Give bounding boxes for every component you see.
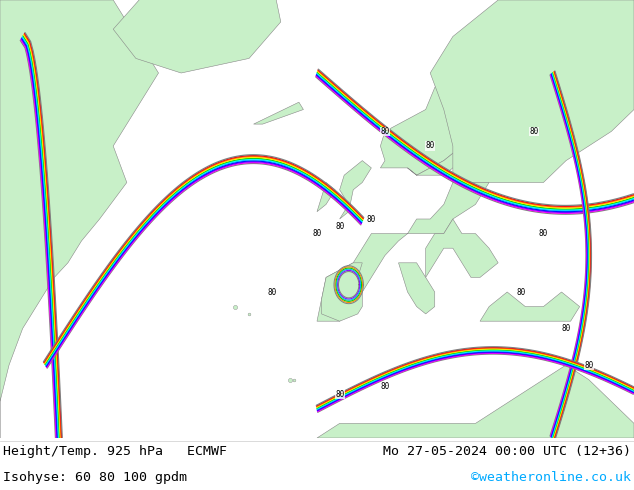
Polygon shape xyxy=(453,58,507,146)
Polygon shape xyxy=(254,102,304,124)
Text: Height/Temp. 925 hPa   ECMWF: Height/Temp. 925 hPa ECMWF xyxy=(3,444,227,458)
Polygon shape xyxy=(0,0,158,438)
Polygon shape xyxy=(408,58,507,175)
Polygon shape xyxy=(399,263,435,314)
Polygon shape xyxy=(113,0,281,73)
Polygon shape xyxy=(321,263,362,321)
Polygon shape xyxy=(317,182,335,212)
Text: 80: 80 xyxy=(335,222,344,231)
Text: 80: 80 xyxy=(313,229,321,238)
Text: 80: 80 xyxy=(584,361,593,369)
Polygon shape xyxy=(425,219,498,277)
Polygon shape xyxy=(340,161,372,219)
Polygon shape xyxy=(317,182,489,321)
Text: 80: 80 xyxy=(539,229,548,238)
Text: 80: 80 xyxy=(267,288,276,296)
Text: 80: 80 xyxy=(380,127,389,136)
Polygon shape xyxy=(380,66,498,175)
Polygon shape xyxy=(480,292,579,321)
Text: 80: 80 xyxy=(516,288,526,296)
Polygon shape xyxy=(317,365,634,438)
Polygon shape xyxy=(430,0,634,182)
Text: Isohyse: 60 80 100 gpdm: Isohyse: 60 80 100 gpdm xyxy=(3,470,187,484)
Text: 80: 80 xyxy=(335,390,344,399)
Text: ©weatheronline.co.uk: ©weatheronline.co.uk xyxy=(471,470,631,484)
Text: 80: 80 xyxy=(425,142,435,150)
Text: Mo 27-05-2024 00:00 UTC (12+36): Mo 27-05-2024 00:00 UTC (12+36) xyxy=(383,444,631,458)
Text: 80: 80 xyxy=(530,127,539,136)
Text: 80: 80 xyxy=(366,215,376,223)
Text: 80: 80 xyxy=(380,382,389,392)
Text: 80: 80 xyxy=(562,324,571,333)
